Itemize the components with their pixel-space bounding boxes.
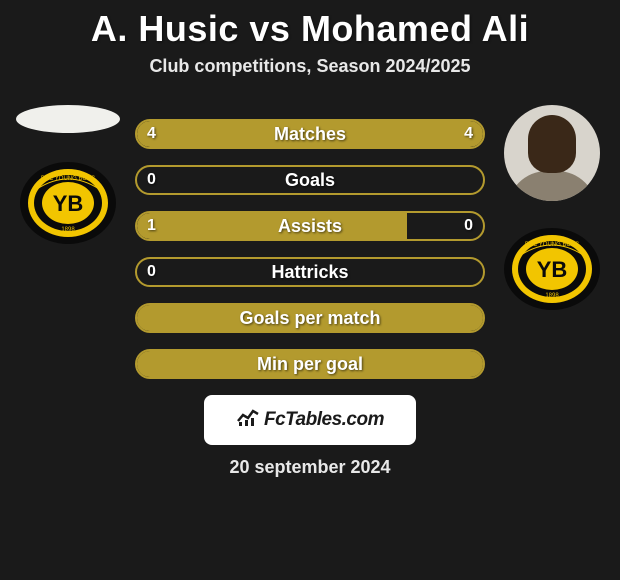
stat-row: Min per goal bbox=[135, 349, 485, 379]
stat-label: Matches bbox=[137, 121, 483, 147]
svg-text:1898: 1898 bbox=[545, 293, 559, 299]
comparison-card: A. Husic vs Mohamed Ali Club competition… bbox=[0, 0, 620, 478]
stat-value-right: 0 bbox=[464, 213, 473, 239]
brand-text: FcTables.com bbox=[264, 409, 384, 431]
stat-bars: Matches44Goals0Assists10Hattricks0Goals … bbox=[135, 119, 485, 379]
svg-text:1898: 1898 bbox=[61, 227, 75, 233]
stat-value-left: 1 bbox=[147, 213, 156, 239]
stat-value-left: 0 bbox=[147, 167, 156, 193]
stat-value-left: 0 bbox=[147, 259, 156, 285]
stat-row: Goals per match bbox=[135, 303, 485, 333]
player-left-club-badge: YB BSC YOUNG BOYS 1898 bbox=[19, 161, 117, 245]
subtitle: Club competitions, Season 2024/2025 bbox=[0, 56, 620, 77]
stat-label: Assists bbox=[137, 213, 483, 239]
player-left-column: YB BSC YOUNG BOYS 1898 bbox=[8, 105, 128, 245]
player-right-club-badge: YB BSC YOUNG BOYS 1898 bbox=[503, 227, 601, 311]
date-label: 20 september 2024 bbox=[0, 457, 620, 478]
svg-text:YB: YB bbox=[537, 257, 568, 282]
stat-row: Goals0 bbox=[135, 165, 485, 195]
stat-label: Goals bbox=[137, 167, 483, 193]
brand-badge[interactable]: FcTables.com bbox=[204, 395, 416, 445]
young-boys-badge-icon: YB BSC YOUNG BOYS 1898 bbox=[19, 161, 117, 245]
young-boys-badge-icon: YB BSC YOUNG BOYS 1898 bbox=[503, 227, 601, 311]
svg-text:BSC YOUNG BOYS: BSC YOUNG BOYS bbox=[41, 176, 95, 182]
stat-row: Assists1 0 bbox=[135, 211, 485, 241]
svg-text:YB: YB bbox=[53, 191, 84, 216]
player-right-column: YB BSC YOUNG BOYS 1898 bbox=[492, 105, 612, 311]
stats-area: YB BSC YOUNG BOYS 1898 YB bbox=[0, 119, 620, 478]
chart-icon bbox=[236, 407, 260, 433]
player-right-avatar bbox=[504, 105, 600, 201]
page-title: A. Husic vs Mohamed Ali bbox=[0, 8, 620, 50]
stat-value-right: 4 bbox=[464, 121, 473, 147]
stat-row: Hattricks0 bbox=[135, 257, 485, 287]
stat-label: Hattricks bbox=[137, 259, 483, 285]
stat-label: Min per goal bbox=[137, 351, 483, 377]
stat-label: Goals per match bbox=[137, 305, 483, 331]
player-left-avatar-placeholder bbox=[16, 105, 120, 133]
stat-row: Matches4 4 bbox=[135, 119, 485, 149]
svg-text:BSC YOUNG BOYS: BSC YOUNG BOYS bbox=[525, 242, 579, 248]
stat-value-left: 4 bbox=[147, 121, 156, 147]
